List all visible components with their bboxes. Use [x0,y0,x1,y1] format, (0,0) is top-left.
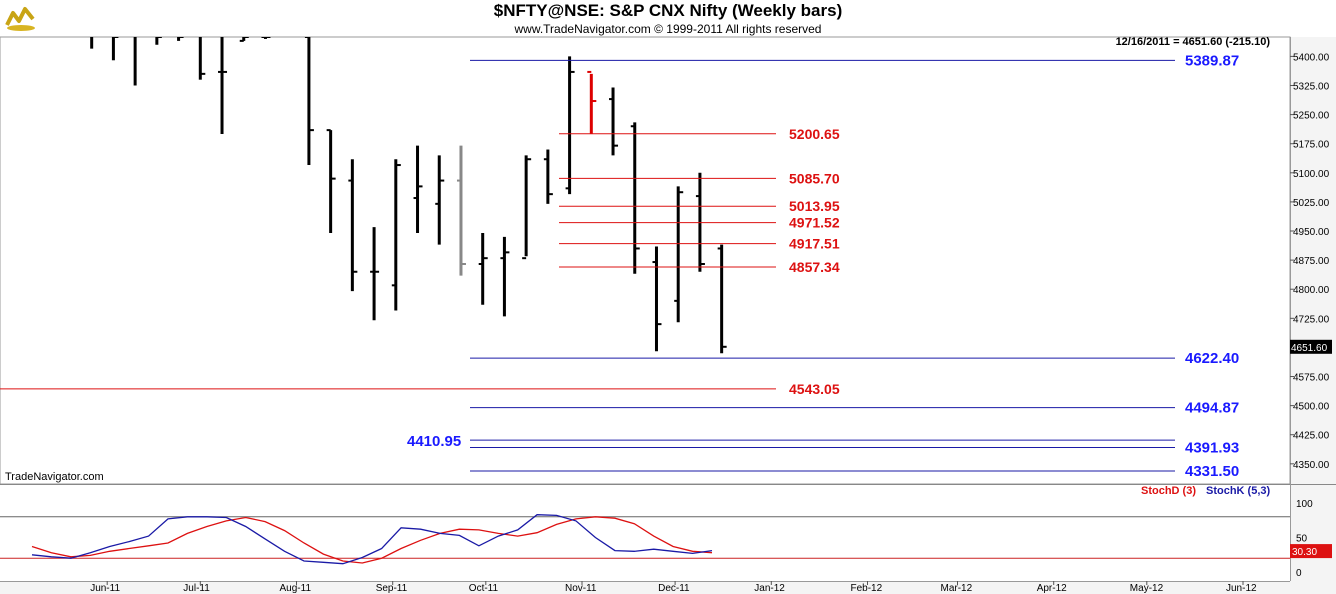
level-label: 4494.87 [1185,400,1239,417]
ohlc-bar [543,149,553,204]
last-price-label: 4651.60 [1291,343,1328,354]
ohlc-bar [133,37,137,86]
ohlc-bar [717,244,727,354]
date-tick-label: Oct-11 [469,583,499,594]
ohlc-bar [413,145,423,233]
price-tick-label: 5025.00 [1293,198,1330,209]
level-label: 4543.05 [789,381,840,397]
date-tick-label: Feb-12 [851,583,883,594]
price-tick-label: 5325.00 [1293,82,1330,93]
price-tick-label: 5250.00 [1293,111,1330,122]
date-tick-label: Jan-12 [754,583,785,594]
date-tick-label: Sep-11 [376,583,408,594]
level-label: 5389.87 [1185,52,1239,69]
ohlc-bar [177,37,184,41]
stoch-tick-label: 0 [1296,568,1302,579]
price-panel-frame [0,36,1291,485]
level-label: 4622.40 [1185,350,1239,367]
date-tick-label: Jun-11 [90,583,120,594]
ohlc-bar [111,37,119,61]
ohlc-bar [90,37,94,49]
price-tick-label: 4725.00 [1293,314,1330,325]
price-tick-label: 4800.00 [1293,285,1330,296]
date-tick-label: Aug-11 [280,583,312,594]
ohlc-bar [391,159,401,311]
stoch-value-label: 30.30 [1292,547,1317,558]
ohlc-bar [370,227,380,321]
date-tick-label: Jun-12 [1226,583,1257,594]
stoch-tick-label: 50 [1296,534,1308,545]
watermark: TradeNavigator.com [5,471,104,483]
date-tick-label: Nov-11 [565,583,597,594]
trade-navigator-logo-icon[interactable] [3,3,39,38]
ohlc-bar [218,37,228,135]
ohlc-bar [239,37,249,42]
ohlc-bar [155,37,162,45]
price-tick-label: 4425.00 [1293,431,1330,442]
ohlc-bar [587,70,597,135]
ohlc-bar [674,186,684,323]
level-label: 4857.34 [789,259,840,275]
legend-stochd[interactable]: StochD (3) [1141,485,1196,497]
ohlc-bar [348,159,358,292]
ohlc-bar [522,155,532,260]
stoch-value-box [1290,544,1332,559]
price-tick-label: 5400.00 [1293,52,1330,63]
date-tick-label: Apr-12 [1037,583,1067,594]
stochd-line [31,516,713,564]
date-axis-background [0,581,1336,594]
date-tick-label: Dec-11 [658,583,690,594]
date-tick-label: Mar-12 [940,583,972,594]
level-label: 5085.70 [789,170,840,186]
price-tick-label: 4875.00 [1293,256,1330,267]
ohlc-bar [326,129,336,233]
legend-stochk[interactable]: StochK (5,3) [1206,485,1271,497]
ohlc-bar [609,87,619,156]
stochk-line [31,514,713,565]
ohlc-bar [565,56,575,195]
level-label: 4331.50 [1185,463,1239,480]
ohlc-bar [630,122,640,274]
level-label: 4410.95 [407,433,461,450]
level-label: 4971.52 [789,215,840,231]
ohlc-bar [456,145,466,276]
ohlc-bar [500,236,510,317]
last-price-box [1290,339,1332,354]
level-label: 5200.65 [789,126,840,142]
ohlc-bar [304,37,314,166]
ohlc-bar [478,232,488,305]
date-tick-label: May-12 [1130,583,1164,594]
price-tick-label: 4500.00 [1293,402,1330,413]
date-tick-label: Jul-11 [183,583,210,594]
copyright-notice: www.TradeNavigator.com © 1999-2011 All r… [514,22,822,36]
last-price-info: 12/16/2011 = 4651.60 (-215.10) [1115,36,1270,48]
price-tick-label: 4350.00 [1293,460,1330,471]
ohlc-bar [435,155,445,245]
level-label: 5013.95 [789,198,840,214]
bars-group [90,37,727,354]
chart-title: $NFTY@NSE: S&P CNX Nifty (Weekly bars) [493,1,843,20]
price-tick-label: 4950.00 [1293,227,1330,238]
ohlc-bar [652,246,662,352]
price-tick-label: 5175.00 [1293,140,1330,151]
stoch-tick-label: 100 [1296,499,1313,510]
price-tick-label: 5100.00 [1293,169,1330,180]
price-axis-background [1290,37,1336,583]
ohlc-bar [198,37,206,80]
level-label: 4917.51 [789,236,840,252]
price-tick-label: 4575.00 [1293,373,1330,384]
level-label: 4391.93 [1185,440,1239,457]
